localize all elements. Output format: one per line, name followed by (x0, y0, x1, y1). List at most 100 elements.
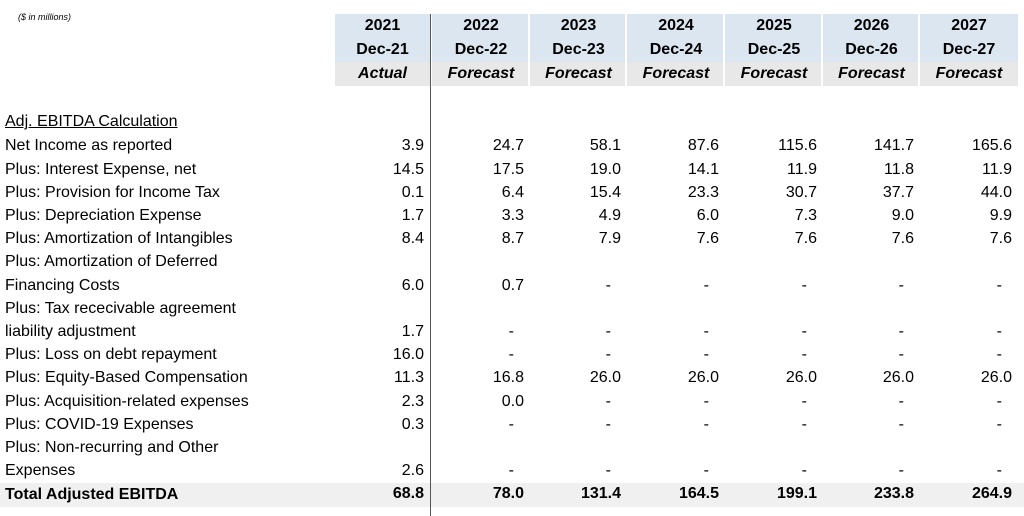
cell-value: - (898, 323, 904, 340)
cell-value: 199.1 (776, 485, 817, 503)
row-label: Plus: Amortization of Intangibles (5, 230, 233, 248)
cell-value: - (801, 323, 807, 340)
cell-value: - (898, 276, 904, 294)
row-label: Plus: Amortization of Deferred (5, 253, 218, 271)
cell-value: 0.7 (501, 276, 524, 294)
cell-value: 58.1 (589, 137, 621, 155)
cell-value: 141.7 (873, 137, 914, 155)
cell-value: - (605, 415, 611, 433)
cell-value: 7.9 (598, 230, 621, 248)
row-label: Net Income as reported (5, 137, 173, 155)
cell-value: 6.0 (401, 276, 424, 294)
cell-value: 26.0 (785, 369, 817, 387)
column-period: Dec-21 (335, 38, 430, 62)
cell-value: - (703, 323, 709, 340)
cell-value: 0.3 (401, 415, 424, 433)
column-basis: Actual (335, 62, 430, 86)
cell-value: 11.9 (982, 160, 1012, 178)
cell-value: 7.6 (891, 230, 914, 248)
cell-value: - (801, 276, 807, 294)
cell-value: 164.5 (678, 485, 719, 503)
total-row-background (0, 483, 1024, 507)
cell-value: 3.3 (501, 207, 524, 224)
units-note: ($ in millions) (18, 12, 72, 22)
header-separator (821, 14, 823, 86)
row-label: Plus: COVID-19 Expenses (5, 415, 194, 433)
column-period: Dec-25 (725, 38, 823, 62)
cell-value: 233.8 (873, 485, 914, 503)
cell-value: 37.7 (882, 183, 914, 201)
cell-value: 8.4 (401, 230, 424, 248)
column-year: 2022 (432, 14, 530, 38)
cell-value: 1.7 (401, 323, 424, 340)
cell-value: - (703, 392, 709, 410)
row-label: Plus: Equity-Based Compensation (5, 369, 248, 387)
cell-value: 14.1 (687, 160, 719, 178)
cell-value: - (898, 392, 904, 410)
cell-value: 115.6 (778, 137, 817, 155)
cell-value: 24.7 (492, 137, 524, 155)
cell-value: 26.0 (882, 369, 914, 387)
cell-value: - (801, 462, 807, 480)
cell-value: 7.6 (696, 230, 719, 248)
cell-value: - (605, 276, 611, 294)
cell-value: - (703, 462, 709, 480)
cell-value: - (801, 415, 807, 433)
cell-value: - (508, 462, 514, 480)
cell-value: - (605, 346, 611, 364)
cell-value: - (996, 276, 1002, 294)
cell-value: - (898, 462, 904, 480)
cell-value: 3.9 (401, 137, 424, 155)
column-period: Dec-27 (920, 38, 1018, 62)
column-basis: Forecast (823, 62, 920, 86)
cell-value: - (801, 392, 807, 410)
cell-value: 68.8 (392, 485, 424, 503)
cell-value: 0.1 (401, 183, 424, 201)
cell-value: 7.6 (794, 230, 817, 248)
cell-value: 2.3 (401, 392, 424, 410)
cell-value: 6.0 (696, 207, 719, 224)
row-label: Plus: Non-recurring and Other (5, 439, 219, 456)
cell-value: 2.6 (401, 462, 424, 480)
row-label: Expenses (5, 462, 76, 480)
cell-value: - (898, 346, 904, 364)
row-label: Plus: Provision for Income Tax (5, 183, 220, 201)
cell-value: 7.6 (989, 230, 1012, 248)
cell-value: - (996, 415, 1002, 433)
cell-value: 44.0 (980, 183, 1012, 201)
column-period: Dec-24 (627, 38, 725, 62)
column-basis: Forecast (725, 62, 823, 86)
column-period: Dec-26 (823, 38, 920, 62)
cell-value: 11.8 (884, 160, 914, 178)
cell-value: 26.0 (687, 369, 719, 387)
cell-value: - (996, 462, 1002, 480)
cell-value: 23.3 (687, 183, 719, 201)
cell-value: 0.0 (501, 392, 524, 410)
cell-value: 17.5 (492, 160, 524, 178)
cell-value: 16.0 (392, 346, 424, 364)
cell-value: 264.9 (971, 485, 1012, 503)
column-year: 2023 (530, 14, 627, 38)
row-label: liability adjustment (5, 323, 136, 340)
cell-value: 11.3 (394, 369, 424, 387)
cell-value: - (508, 415, 514, 433)
cell-value: - (605, 392, 611, 410)
cell-value: 131.4 (580, 485, 621, 503)
header-separator (430, 14, 432, 86)
cell-value: 14.5 (392, 160, 424, 178)
column-year: 2024 (627, 14, 725, 38)
header-separator (918, 14, 920, 86)
cell-value: - (703, 276, 709, 294)
cell-value: 9.0 (891, 207, 914, 224)
cell-value: 11.9 (787, 160, 817, 178)
row-label: Financing Costs (5, 276, 120, 294)
cell-value: 19.0 (589, 160, 621, 178)
column-period: Dec-22 (432, 38, 530, 62)
row-label: Plus: Interest Expense, net (5, 160, 197, 178)
column-year: 2025 (725, 14, 823, 38)
cell-value: 87.6 (687, 137, 719, 155)
cell-value: - (703, 415, 709, 433)
cell-value: - (605, 323, 611, 340)
column-basis: Forecast (627, 62, 725, 86)
total-label: Total Adjusted EBITDA (5, 486, 179, 504)
